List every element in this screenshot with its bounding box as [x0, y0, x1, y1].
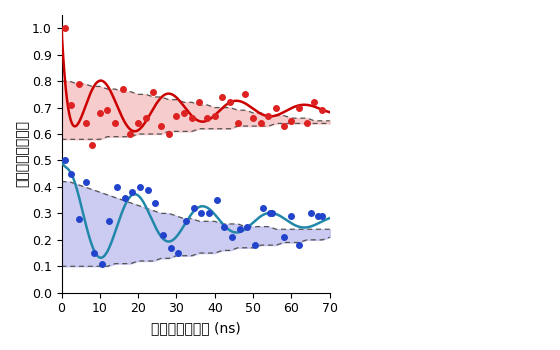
Point: [97, 261, 106, 266]
Point: [302, 121, 311, 126]
Point: [164, 131, 173, 137]
Point: [188, 116, 197, 121]
Point: [204, 211, 213, 216]
Point: [113, 184, 122, 190]
Point: [181, 218, 190, 224]
Point: [226, 99, 235, 105]
Point: [74, 81, 83, 86]
Point: [67, 171, 76, 176]
Y-axis label: スピン一重頂確率: スピン一重頂確率: [15, 120, 29, 187]
Point: [268, 211, 277, 216]
Point: [90, 250, 99, 256]
Point: [103, 107, 112, 113]
Point: [149, 89, 158, 95]
Point: [279, 123, 288, 129]
Point: [235, 226, 244, 232]
Point: [295, 105, 304, 110]
Point: [243, 224, 252, 229]
Point: [141, 116, 150, 121]
Point: [120, 195, 129, 200]
Point: [220, 224, 229, 229]
Point: [195, 99, 204, 105]
Point: [157, 123, 166, 129]
Point: [128, 189, 137, 195]
Point: [151, 200, 160, 205]
Point: [197, 211, 206, 216]
Point: [82, 121, 91, 126]
Point: [172, 113, 181, 118]
Point: [287, 213, 296, 219]
Point: [126, 131, 135, 137]
Point: [241, 92, 250, 97]
Point: [189, 205, 198, 211]
Point: [95, 110, 104, 116]
Point: [136, 184, 144, 190]
Point: [143, 187, 152, 192]
Point: [266, 211, 275, 216]
Point: [74, 216, 83, 222]
Point: [318, 213, 326, 219]
Point: [158, 232, 167, 237]
Point: [88, 142, 97, 147]
Point: [105, 218, 114, 224]
Point: [310, 99, 319, 105]
Point: [256, 121, 265, 126]
Point: [258, 205, 267, 211]
X-axis label: 量子ビット時間 (ns): 量子ビット時間 (ns): [151, 321, 241, 335]
Point: [249, 116, 258, 121]
Point: [67, 102, 76, 108]
Point: [287, 118, 296, 124]
Point: [279, 234, 288, 240]
Point: [272, 105, 281, 110]
Point: [295, 242, 304, 248]
Point: [180, 110, 189, 116]
Point: [211, 113, 220, 118]
Point: [250, 242, 259, 248]
Point: [82, 179, 91, 184]
Point: [212, 197, 221, 203]
Point: [314, 213, 323, 219]
Point: [218, 94, 227, 100]
Point: [174, 250, 183, 256]
Point: [227, 234, 236, 240]
Point: [61, 26, 70, 31]
Point: [61, 158, 70, 163]
Point: [166, 245, 175, 251]
Point: [203, 116, 212, 121]
Point: [306, 211, 315, 216]
Point: [134, 121, 143, 126]
Point: [111, 121, 120, 126]
Point: [264, 113, 273, 118]
Point: [234, 121, 242, 126]
Point: [118, 86, 127, 92]
Point: [318, 107, 326, 113]
